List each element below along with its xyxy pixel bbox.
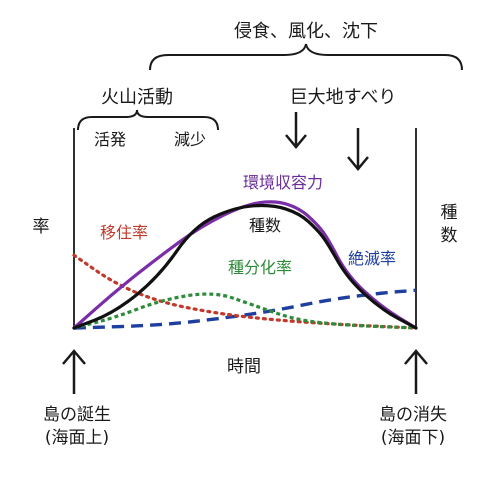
curve-0 bbox=[72, 200, 418, 330]
curve-1 bbox=[72, 203, 418, 330]
landslide-arrow-right bbox=[347, 128, 369, 171]
erosion-label: 侵食、風化、沈下 bbox=[234, 21, 378, 42]
erosion-bracket bbox=[149, 43, 463, 71]
loss-arrow bbox=[404, 349, 428, 394]
volcano-label: 火山活動 bbox=[101, 87, 173, 108]
series-label-capacity: 環境収容力 bbox=[243, 173, 323, 192]
x-axis-label: 時間 bbox=[227, 357, 261, 377]
island-birth-sub: (海面上) bbox=[45, 428, 109, 448]
landslide-label: 巨大地すべり bbox=[290, 87, 397, 108]
curve-2 bbox=[72, 253, 418, 330]
series-label-immigration: 移住率 bbox=[100, 223, 148, 242]
series-label-extinction: 絶滅率 bbox=[348, 249, 396, 268]
birth-arrow bbox=[62, 349, 86, 394]
volcano-bracket bbox=[77, 109, 219, 131]
curve-4 bbox=[73, 288, 417, 330]
landslide-arrow-left bbox=[285, 112, 307, 149]
right-axis-label-1: 種 bbox=[441, 203, 458, 223]
island-loss-sub: (海面下) bbox=[381, 428, 445, 448]
island-loss-label: 島の消失 bbox=[379, 405, 447, 425]
island-birth-label: 島の誕生 bbox=[43, 405, 111, 425]
curves-group bbox=[72, 200, 418, 330]
volcano-active-label: 活発 bbox=[94, 130, 126, 149]
right-axis-label-2: 数 bbox=[441, 226, 458, 246]
curve-3 bbox=[73, 292, 417, 330]
series-label-speciation: 種分化率 bbox=[228, 258, 292, 277]
left-axis-label: 率 bbox=[33, 217, 50, 237]
volcano-decline-label: 減少 bbox=[174, 130, 206, 149]
series-label-species: 種数 bbox=[249, 216, 281, 235]
